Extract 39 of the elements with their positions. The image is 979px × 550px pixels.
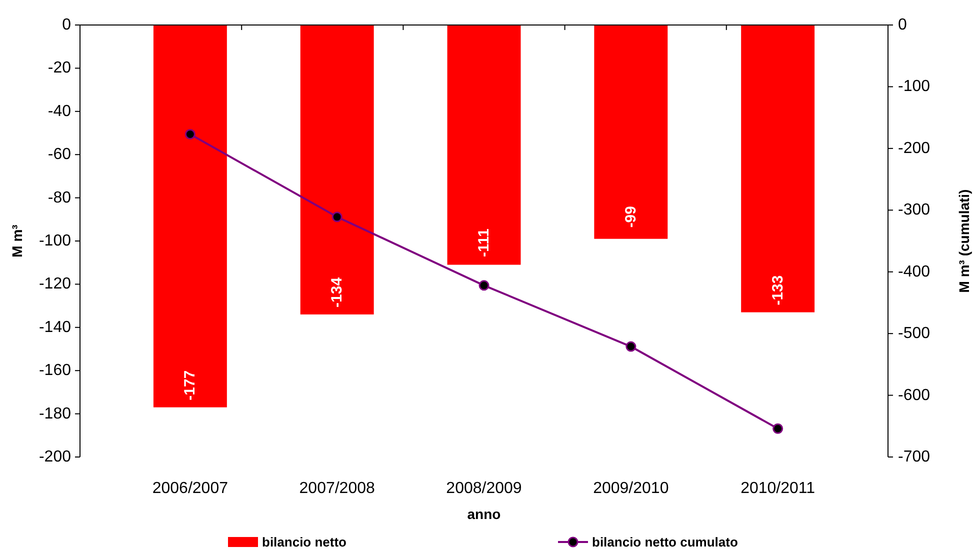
point [184,128,196,140]
legend-label: bilancio netto cumulato [592,534,738,550]
x-tick-label: 2006/2007 [152,480,228,497]
y2-tick-label: -700 [898,448,930,466]
y-tick-label: -100 [38,232,72,250]
point [478,280,490,291]
y2-tick-label: -200 [898,140,930,157]
y-tick-label: -60 [48,146,72,164]
legend-label: bilancio netto [262,534,347,550]
data-label: -134 [328,276,346,308]
x-axis-title: anno [467,506,501,522]
y-axis-title: M m³ [9,224,25,258]
point [332,212,342,222]
y-tick-label: -120 [38,276,72,293]
data-label: -177 [182,370,199,400]
x-tick-label: 2009/2010 [593,480,669,497]
x-tick-label: 2007/2008 [299,480,376,497]
y-tick-label: -20 [48,60,72,77]
data-label: -133 [769,275,786,306]
y2-tick-label: -300 [898,202,930,219]
point [772,423,784,434]
data-label: -99 [622,206,640,228]
y-tick-label: -180 [38,405,72,422]
y-tick-label: 0 [62,16,72,34]
y-tick-label: -200 [38,448,72,466]
y2-axis-title: M m³ (cumulati) [956,189,972,293]
point [626,341,636,352]
y2-tick-label: -400 [898,263,930,280]
y-tick-label: -40 [48,102,72,120]
y-tick-label: -140 [38,318,72,336]
x-tick-label: 2010/2011 [740,480,816,497]
y2-tick-label: -100 [898,78,930,96]
y2-tick-label: -600 [898,386,930,404]
y2-tick-label: 0 [898,16,907,34]
data-label: -111 [476,228,492,257]
x-tick-label: 2008/2009 [446,480,522,497]
y2-tick-label: -500 [898,325,930,342]
y-tick-label: -160 [38,362,72,380]
y-tick-label: -80 [48,189,72,206]
